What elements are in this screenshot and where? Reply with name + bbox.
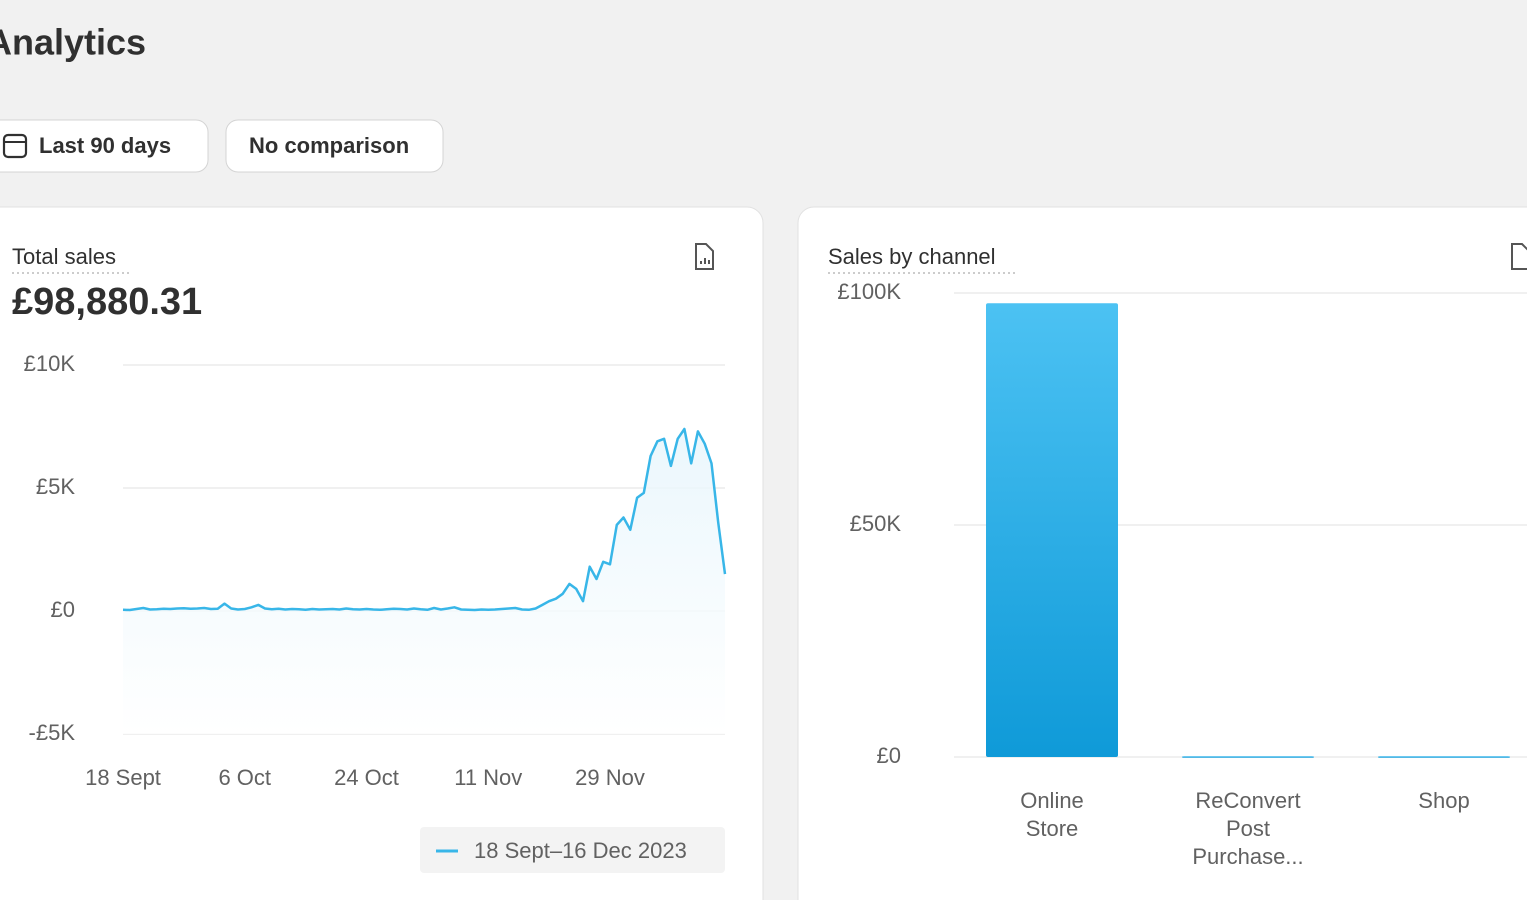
y-tick-label: £50K [850,511,902,536]
legend-box [420,827,725,873]
report-icon[interactable] [695,243,714,270]
area [123,429,725,734]
bar [1378,756,1510,758]
filter-label[interactable]: Last 90 days [39,133,171,158]
y-tick-label: £0 [877,743,901,768]
bar [1182,756,1314,758]
date-filter[interactable]: Last 90 days [0,119,209,173]
y-tick-label: £5K [36,474,75,499]
page-title: Analytics [0,22,146,63]
legend-label: 18 Sept–16 Dec 2023 [474,838,687,863]
line [122,427,727,612]
x-tick-label: 18 Sept [85,765,161,790]
y-tick-label: £0 [51,597,75,622]
filter-label[interactable]: No comparison [249,133,409,158]
total-value: £98,880.31 [12,281,202,323]
card [797,206,1527,900]
report-icon[interactable] [1511,243,1527,270]
y-tick-label: £100K [837,279,901,304]
y-tick-label: £10K [24,351,76,376]
x-tick-label: 24 Oct [334,765,399,790]
comparison-filter[interactable]: No comparison [225,119,444,173]
card-title: Total sales [12,244,116,269]
y-tick-label: -£5K [29,720,76,745]
x-tick-label: 29 Nov [575,765,645,790]
bar [986,303,1118,757]
x-tick-label: 6 Oct [218,765,271,790]
x-tick-label: Online Store [1020,788,1084,841]
card-title: Sales by channel [828,244,996,269]
x-tick-label: Shop [1418,788,1469,813]
x-tick-label: ReConvert Post Purchase... [1192,788,1303,869]
x-tick-label: 11 Nov [454,765,522,790]
